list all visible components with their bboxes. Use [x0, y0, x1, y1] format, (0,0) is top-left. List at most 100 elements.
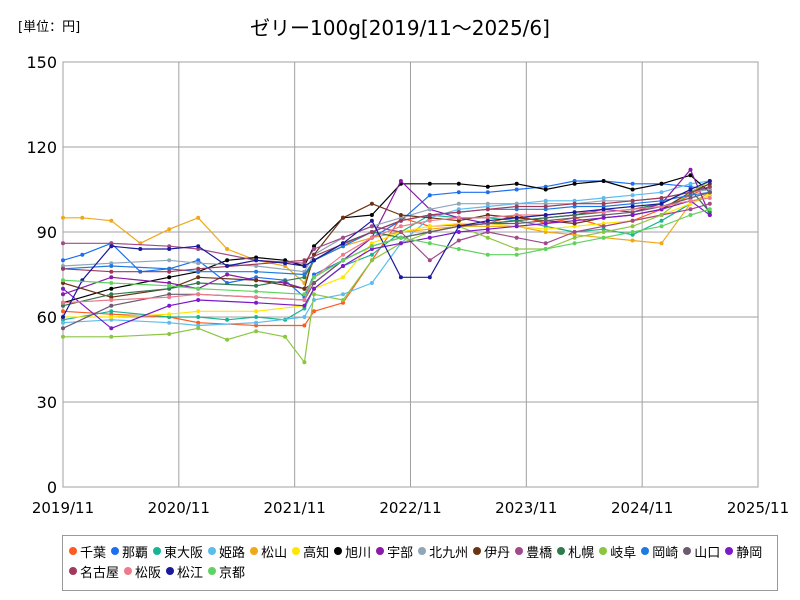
data-point	[572, 218, 577, 223]
data-point	[283, 264, 288, 268]
data-point	[254, 264, 259, 268]
legend-marker	[69, 567, 77, 575]
data-point	[254, 323, 259, 328]
legend-item: 名古屋	[69, 561, 119, 581]
data-point	[398, 179, 403, 183]
data-point	[302, 292, 307, 297]
data-point	[572, 221, 577, 226]
data-point	[543, 187, 548, 192]
data-point	[572, 224, 577, 229]
data-point	[514, 221, 519, 226]
series-line-16	[62, 186, 710, 273]
data-point	[341, 298, 345, 302]
data-point	[61, 264, 65, 268]
data-point	[369, 241, 374, 246]
data-point	[283, 261, 288, 266]
data-point	[225, 264, 230, 268]
data-point	[254, 300, 259, 305]
data-point	[427, 215, 432, 220]
data-point	[601, 230, 606, 234]
data-point	[485, 221, 490, 226]
legend-label: 北九州	[429, 545, 469, 561]
data-point	[109, 298, 114, 302]
data-point	[514, 215, 519, 220]
data-point	[456, 218, 461, 223]
data-point	[167, 266, 172, 271]
legend-item: 千葉	[69, 541, 106, 561]
x-tick-label: 2022/11	[379, 499, 441, 517]
data-point	[514, 235, 519, 240]
data-point	[398, 213, 403, 217]
data-point	[369, 244, 374, 249]
data-point	[138, 247, 143, 251]
legend-item: 那覇	[111, 541, 148, 561]
data-point	[630, 193, 635, 198]
legend-item: 岡崎	[641, 541, 678, 561]
legend-marker	[557, 547, 566, 555]
data-point	[196, 315, 201, 319]
data-point	[543, 207, 548, 212]
data-point	[398, 224, 403, 229]
data-point	[456, 224, 461, 229]
data-point	[167, 269, 172, 274]
data-point	[485, 235, 490, 240]
data-point	[109, 261, 114, 266]
legend-label: 高知	[303, 545, 330, 561]
data-point	[225, 247, 230, 251]
data-point	[572, 230, 577, 234]
data-point	[630, 210, 635, 215]
data-point	[312, 281, 316, 285]
data-point	[167, 320, 172, 325]
data-point	[302, 315, 307, 319]
legend-marker	[208, 567, 217, 575]
data-point	[109, 326, 114, 331]
data-point	[369, 230, 374, 234]
data-point	[630, 224, 635, 229]
data-point	[302, 258, 307, 263]
data-point	[514, 218, 519, 223]
data-point	[514, 201, 519, 206]
data-point	[485, 230, 490, 234]
data-point	[572, 204, 577, 209]
data-point	[109, 334, 114, 339]
data-point	[302, 303, 307, 308]
data-point	[341, 215, 345, 220]
legend-item: 東大阪	[153, 541, 203, 561]
data-point	[254, 258, 259, 263]
data-point	[196, 326, 201, 331]
data-point	[707, 179, 712, 183]
data-point	[601, 204, 606, 209]
data-point	[543, 221, 548, 226]
data-point	[196, 275, 201, 280]
legend-item: 岐阜	[599, 541, 636, 561]
data-point	[109, 312, 114, 317]
x-tick-label: 2020/11	[148, 499, 210, 517]
data-point	[543, 201, 548, 206]
data-point	[427, 207, 432, 212]
data-point	[688, 196, 693, 200]
legend-item: 松江	[166, 561, 203, 581]
data-point	[398, 275, 403, 280]
data-point	[707, 193, 712, 198]
data-point	[543, 204, 548, 209]
data-point	[61, 241, 65, 246]
legend-item: 豊橋	[515, 541, 552, 561]
data-point	[456, 210, 461, 215]
data-point	[659, 181, 664, 186]
data-point	[302, 360, 307, 365]
data-point	[601, 207, 606, 212]
legend-label: 山口	[694, 545, 721, 561]
data-point	[312, 247, 316, 251]
data-point	[196, 247, 201, 251]
legend-item: 姫路	[208, 541, 245, 561]
data-point	[369, 235, 374, 240]
legend-marker	[69, 547, 77, 555]
data-point	[659, 190, 664, 195]
legend-marker	[725, 547, 734, 555]
data-point	[659, 207, 664, 212]
data-point	[61, 326, 65, 331]
data-point	[456, 190, 461, 195]
data-point	[302, 323, 307, 328]
data-point	[341, 235, 345, 240]
legend-label: 姫路	[219, 545, 246, 561]
